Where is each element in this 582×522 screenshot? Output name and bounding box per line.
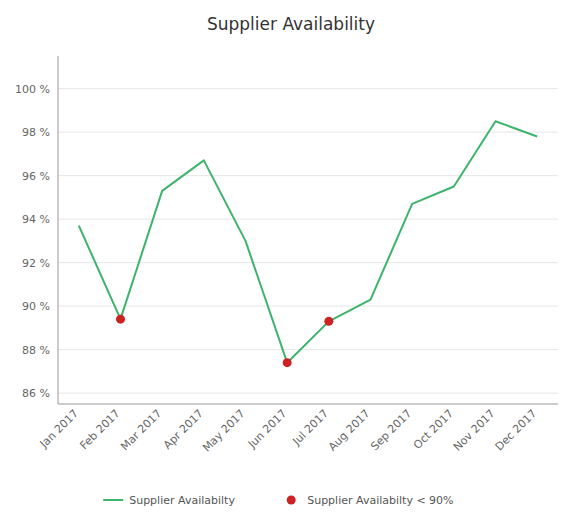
data-line <box>79 121 537 362</box>
y-tick-label: 88 % <box>22 344 50 357</box>
y-tick-label: 98 % <box>22 126 50 139</box>
x-axis-line <box>58 404 558 405</box>
x-tick-label: Feb 2017 <box>77 407 122 452</box>
data-point <box>324 317 333 326</box>
x-tick-label: Nov 2017 <box>451 407 498 454</box>
y-tick-label: 96 % <box>22 170 50 183</box>
grid-line <box>58 349 558 350</box>
legend-label: Supplier Availabilty <box>129 494 235 507</box>
x-tick-label: May 2017 <box>200 407 248 455</box>
grid-line <box>58 306 558 307</box>
chart-container: Supplier Availability 86 % 88 % 90 % 92 % 94 … <box>0 0 582 522</box>
y-axis: 86 % 88 % 90 % 92 % 94 % 96 % 98 % 100 % <box>15 83 558 401</box>
legend-label: Supplier Availabilty < 90% <box>307 494 453 507</box>
x-tick-label: Jul 2017 <box>289 407 331 449</box>
x-tick-label: Sep 2017 <box>368 407 414 453</box>
y-tick-label: 92 % <box>22 257 50 270</box>
y-tick-label: 94 % <box>22 213 50 226</box>
y-axis-line <box>58 56 59 404</box>
x-axis: Jan 2017Feb 2017Mar 2017Apr 2017May 2017… <box>37 407 539 455</box>
grid-line <box>58 88 558 89</box>
x-tick-label: Jan 2017 <box>37 407 81 451</box>
chart-svg: Supplier Availability 86 % 88 % 90 % 92 % 94 … <box>0 0 582 522</box>
plot-area <box>79 121 537 367</box>
x-tick-label: Jun 2017 <box>245 407 289 451</box>
y-tick-label: 86 % <box>22 387 50 400</box>
legend: Supplier Availabilty Supplier Availabilty… <box>103 494 453 507</box>
grid-line <box>58 393 558 394</box>
legend-swatch <box>287 496 296 505</box>
x-tick-label: Dec 2017 <box>493 407 540 454</box>
y-tick-label: 100 % <box>15 83 50 96</box>
grid-line <box>58 175 558 176</box>
legend-swatch <box>103 499 123 501</box>
y-tick-label: 90 % <box>22 300 50 313</box>
data-point <box>116 315 125 324</box>
data-point <box>283 358 292 367</box>
grid-line <box>58 219 558 220</box>
x-tick-label: Oct 2017 <box>411 407 456 452</box>
grid-line <box>58 132 558 133</box>
x-tick-label: Aug 2017 <box>326 407 373 454</box>
chart-title: Supplier Availability <box>207 14 375 34</box>
grid-line <box>58 262 558 263</box>
x-tick-label: Mar 2017 <box>118 407 164 453</box>
